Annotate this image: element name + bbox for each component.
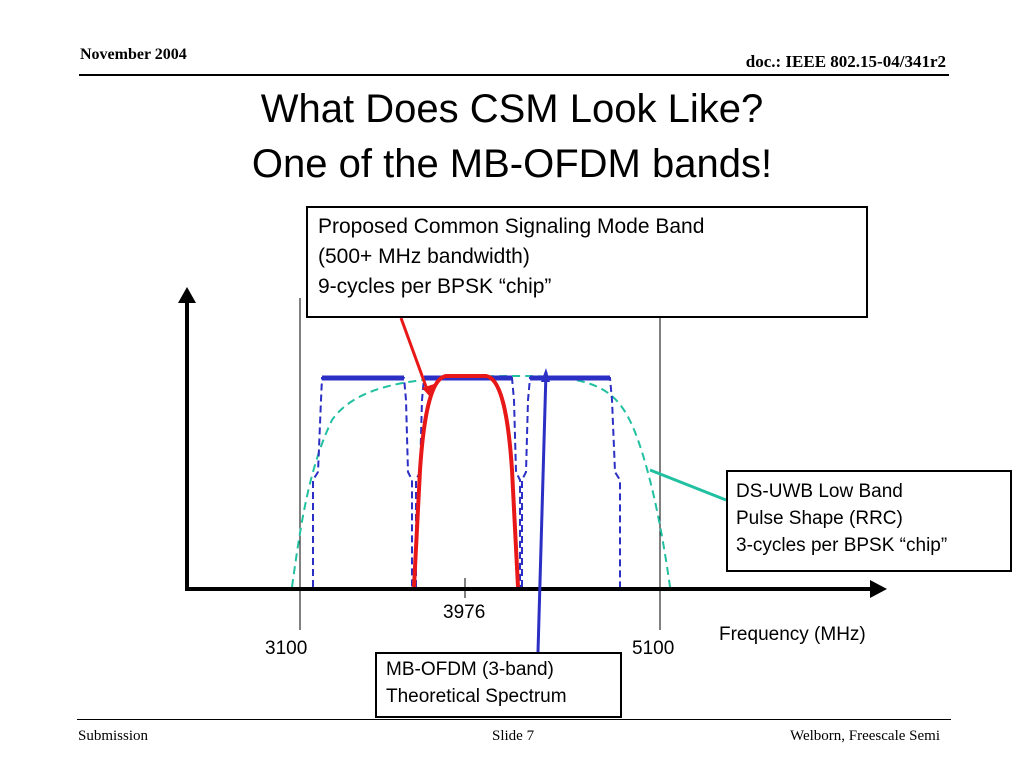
footer-rule — [77, 719, 951, 720]
mb-ofdm-callout-line-2: Theoretical Spectrum — [386, 686, 567, 707]
x-axis-arrowhead — [870, 580, 887, 598]
mb-ofdm-callout-box: MB-OFDM (3-band) Theoretical Spectrum — [375, 652, 622, 718]
mb-ofdm-callout-line-1: MB-OFDM (3-band) — [386, 659, 554, 680]
tick-label-3100: 3100 — [265, 638, 308, 659]
mb-ofdm-pointer-arrowhead — [541, 368, 550, 382]
csm-pointer-arrowhead — [422, 384, 434, 398]
csm-pointer-line — [399, 317, 430, 393]
ds-uwb-callout-line-3: 3-cycles per BPSK “chip” — [736, 535, 948, 556]
csm-callout-line-1: Proposed Common Signaling Mode Band — [318, 215, 705, 238]
slide-title-line-2: One of the MB-OFDM bands! — [251, 142, 773, 186]
footer-author: Welborn, Freescale Semi — [790, 728, 940, 744]
ds-uwb-callout-box: DS-UWB Low Band Pulse Shape (RRC) 3-cycl… — [726, 470, 1012, 572]
csm-callout-box: Proposed Common Signaling Mode Band (500… — [306, 206, 868, 318]
header-date: November 2004 — [80, 46, 187, 63]
mb-ofdm-band-1 — [312, 377, 413, 587]
mb-ofdm-band-3 — [521, 377, 621, 587]
mb-ofdm-pointer-line — [536, 371, 548, 653]
ds-uwb-callout-line-1: DS-UWB Low Band — [736, 481, 903, 502]
csm-callout-line-3: 9-cycles per BPSK “chip” — [318, 275, 552, 298]
ds-uwb-pointer-line — [649, 468, 727, 502]
footer-slide-number: Slide 7 — [492, 728, 535, 744]
tick-label-5100: 5100 — [632, 638, 675, 659]
ds-uwb-callout-line-2: Pulse Shape (RRC) — [736, 508, 903, 529]
csm-callout-line-2: (500+ MHz bandwidth) — [318, 245, 530, 268]
csm-band-curve — [412, 374, 520, 588]
header-doc-id: doc.: IEEE 802.15-04/341r2 — [745, 52, 946, 71]
ds-uwb-curve — [291, 374, 671, 588]
y-axis-arrowhead — [178, 287, 196, 303]
header-rule — [79, 74, 949, 76]
footer-submission: Submission — [78, 728, 149, 744]
x-axis-label: Frequency (MHz) — [719, 624, 866, 645]
tick-label-3976: 3976 — [443, 602, 486, 623]
slide-title-line-1: What Does CSM Look Like? — [260, 87, 764, 131]
